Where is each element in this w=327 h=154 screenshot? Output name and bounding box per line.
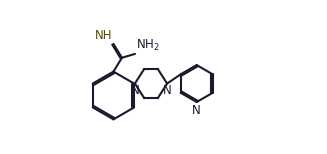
Text: NH$_2$: NH$_2$ xyxy=(136,38,160,53)
Text: NH: NH xyxy=(95,29,112,42)
Text: N: N xyxy=(163,84,171,97)
Text: N: N xyxy=(192,104,200,117)
Text: N: N xyxy=(130,84,139,97)
